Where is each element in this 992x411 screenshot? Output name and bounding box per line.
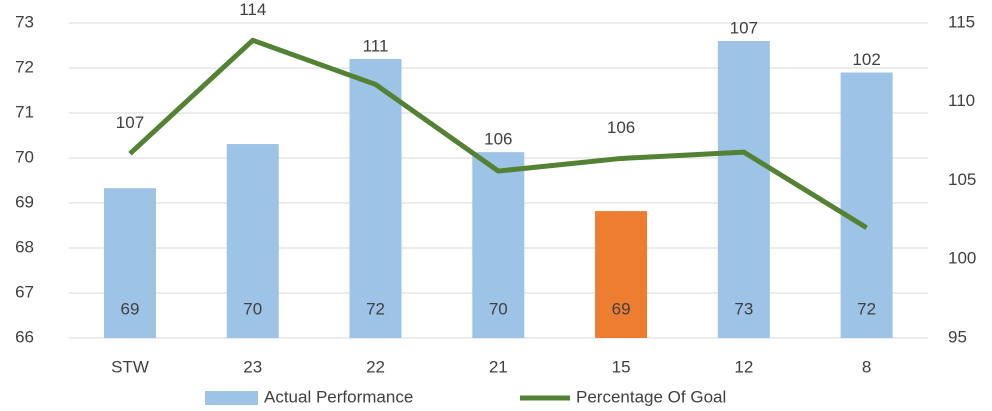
y-tick-label: 72 xyxy=(15,57,34,76)
bar xyxy=(717,41,770,338)
legend-label: Actual Performance xyxy=(264,387,413,406)
bar xyxy=(840,72,893,338)
bar-value-label: 72 xyxy=(857,299,876,318)
y2-tick-label: 95 xyxy=(948,327,967,346)
bar-value-label: 72 xyxy=(366,299,385,318)
legend-swatch xyxy=(205,391,258,405)
line-value-label: 107 xyxy=(116,113,144,132)
bar-value-label: 69 xyxy=(612,299,631,318)
y-tick-label: 71 xyxy=(15,102,34,121)
y-tick-label: 70 xyxy=(15,147,34,166)
line-value-label: 111 xyxy=(363,36,389,55)
bar-value-label: 73 xyxy=(734,299,753,318)
bar xyxy=(349,59,402,338)
bar xyxy=(103,188,156,338)
x-tick-label: 8 xyxy=(862,357,871,376)
y-tick-label: 67 xyxy=(15,282,34,301)
x-tick-label: 22 xyxy=(366,357,385,376)
y-tick-label: 73 xyxy=(15,12,34,31)
line xyxy=(128,37,868,230)
x-tick-label: 21 xyxy=(489,357,508,376)
y2-tick-label: 110 xyxy=(948,91,975,110)
x-tick-label: 23 xyxy=(243,357,262,376)
bar xyxy=(226,144,279,338)
y-tick-label: 69 xyxy=(15,192,34,211)
x-tick-label: 12 xyxy=(734,357,753,376)
line-value-label: 106 xyxy=(607,118,635,137)
bar-value-label: 70 xyxy=(489,299,508,318)
bar-value-label: 69 xyxy=(121,299,140,318)
x-tick-label: STW xyxy=(111,357,149,376)
line-value-label: 102 xyxy=(852,50,880,69)
y2-tick-label: 115 xyxy=(948,12,975,31)
y2-tick-label: 105 xyxy=(948,170,976,189)
x-tick-label: 15 xyxy=(612,357,631,376)
line-value-label: 106 xyxy=(484,130,512,149)
legend-label: Percentage Of Goal xyxy=(576,387,726,406)
bar-value-label: 70 xyxy=(243,299,262,318)
line-value-label: 114 xyxy=(239,0,266,19)
y2-tick-label: 100 xyxy=(948,249,976,268)
bar xyxy=(595,211,648,338)
line-value-label: 107 xyxy=(730,18,758,37)
y-tick-label: 68 xyxy=(15,237,34,256)
bar xyxy=(472,152,525,338)
y-tick-label: 66 xyxy=(15,327,34,346)
